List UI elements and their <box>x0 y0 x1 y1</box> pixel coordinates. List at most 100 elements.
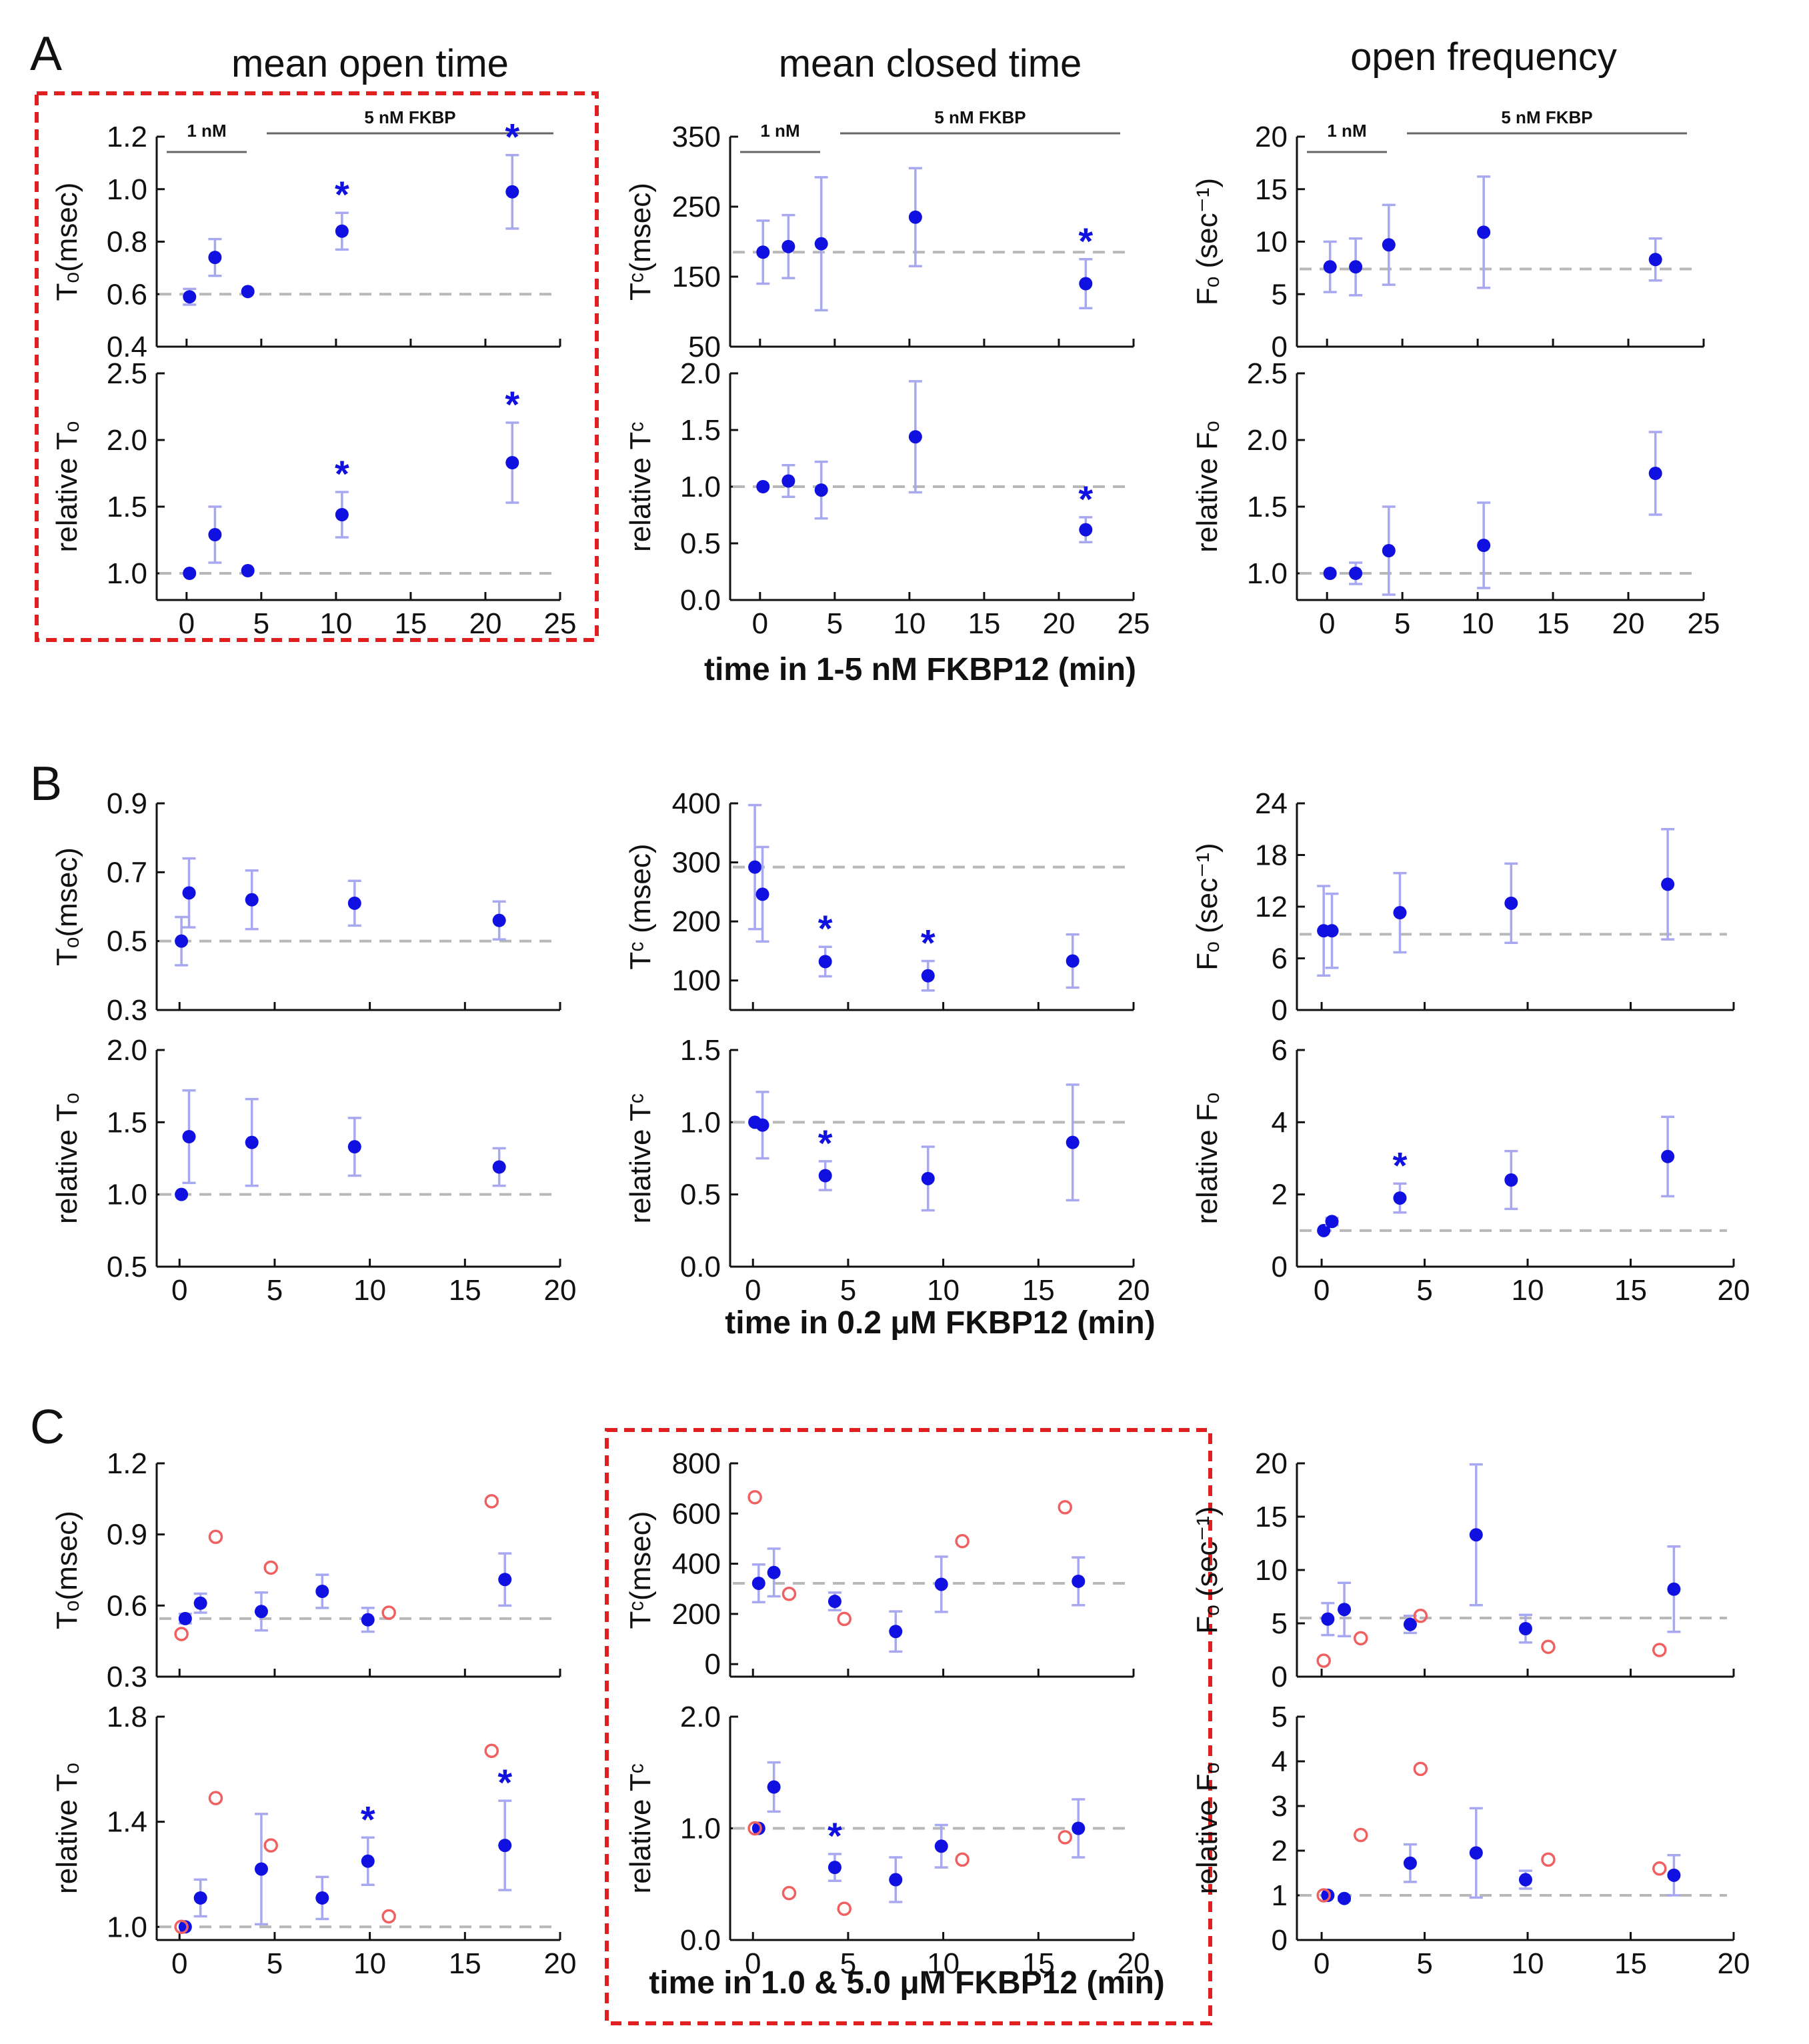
data-point <box>1393 1191 1407 1205</box>
y-tick-label: 0.4 <box>107 331 147 363</box>
xlabel-row-b: time in 0.2 μM FKBP12 (min) <box>725 1305 1155 1341</box>
x-tick-label: 25 <box>1688 607 1720 640</box>
y-tick-label: 1.2 <box>107 1447 147 1480</box>
x-tick-label: 15 <box>1614 1947 1647 1980</box>
x-tick-label: 10 <box>353 1947 386 1980</box>
x-tick-label: 20 <box>544 1274 577 1307</box>
y-tick-label: 400 <box>672 1548 721 1581</box>
significance-star: * <box>1078 220 1093 262</box>
x-tick-label: 0 <box>171 1947 187 1980</box>
open-circle-point <box>1316 1653 1331 1668</box>
data-point <box>498 1573 512 1587</box>
x-tick-label: 15 <box>449 1274 481 1307</box>
data-point <box>1321 1612 1335 1626</box>
x-tick-label: 15 <box>1537 607 1570 640</box>
data-point <box>1661 1149 1675 1163</box>
y-tick-label: 5 <box>1272 1701 1288 1733</box>
x-tick-label: 5 <box>1416 1274 1432 1307</box>
y-axis-label: Tₒ(msec) <box>51 1511 83 1629</box>
plot-c-relto: 1.0 1.4 1.8 0 5 10 15 20 relative Tₒ * * <box>51 1701 576 1980</box>
x-tick-label: 25 <box>544 607 577 640</box>
x-tick-label: 0 <box>1314 1274 1330 1307</box>
x-tick-label: 20 <box>1718 1947 1750 1980</box>
data-point <box>1325 1215 1339 1229</box>
y-tick-label: 0.5 <box>680 1179 721 1211</box>
y-tick-label: 2.0 <box>107 424 147 457</box>
data-point <box>361 1613 375 1627</box>
x-tick-label: 20 <box>1718 1274 1750 1307</box>
x-tick-label: 5 <box>840 1274 856 1307</box>
x-tick-label: 15 <box>968 607 1000 640</box>
y-tick-label: 1.0 <box>680 1813 721 1845</box>
data-point <box>756 480 770 493</box>
x-tick-label: 5 <box>1394 607 1410 640</box>
title-open-frequency: open frequency <box>1350 35 1617 79</box>
data-point <box>908 430 922 444</box>
significance-star: * <box>505 383 519 425</box>
x-tick-label: 10 <box>1512 1947 1544 1980</box>
y-tick-label: 300 <box>672 847 721 879</box>
annotation-label-5nm: 5 nM FKBP <box>364 107 455 127</box>
open-circle-point <box>381 1909 396 1924</box>
plot-a-fo: 0 5 10 15 20 Fₒ (sec⁻¹) <box>1191 121 1705 363</box>
data-point <box>818 955 832 969</box>
y-tick-label: 1.0 <box>107 1179 147 1211</box>
y-axis-label: relative Tᶜ <box>624 1763 657 1894</box>
data-point <box>1403 1856 1417 1870</box>
x-tick-label: 20 <box>469 607 501 640</box>
data-point <box>1504 896 1518 910</box>
fkbp-annotation-col2: 1 nM 5 nM FKBP <box>740 107 1120 153</box>
x-tick-label: 20 <box>1042 607 1075 640</box>
y-tick-label: 1.5 <box>680 414 721 447</box>
data-point <box>1072 1574 1086 1588</box>
y-tick-label: 2.5 <box>107 357 147 390</box>
y-tick-label: 2.0 <box>1247 424 1288 457</box>
y-axis-label: relative Tᶜ <box>624 421 657 552</box>
data-point <box>505 185 519 199</box>
x-tick-label: 5 <box>1416 1947 1432 1980</box>
data-point <box>1393 906 1407 920</box>
y-tick-label: 0.3 <box>107 1661 147 1693</box>
plot-a-relfo: 1.0 1.5 2.0 2.5 0 5 10 15 20 25 relative Fₒ <box>1191 357 1720 640</box>
significance-star: * <box>921 921 936 963</box>
open-circle-point <box>1652 1643 1667 1657</box>
data-point <box>1477 539 1491 552</box>
y-tick-label: 5 <box>1272 278 1288 311</box>
plot-c-relfo: 0 1 2 3 4 5 0 5 10 15 20 relative Fₒ <box>1191 1701 1750 1980</box>
xlabel-row-c: time in 1.0 & 5.0 μM FKBP12 (min) <box>649 1965 1165 2001</box>
open-circle-point <box>1541 1852 1556 1867</box>
data-point <box>254 1862 268 1876</box>
significance-star: * <box>335 173 349 215</box>
data-point <box>755 1118 769 1132</box>
y-tick-label: 150 <box>672 261 721 293</box>
open-circle-point <box>1058 1500 1073 1515</box>
significance-star: * <box>335 453 349 495</box>
data-point <box>1382 238 1396 252</box>
x-tick-label: 0 <box>745 1947 761 1980</box>
y-tick-label: 24 <box>1255 787 1288 820</box>
data-point <box>1667 1868 1681 1882</box>
open-circle-point <box>381 1605 396 1620</box>
plot-a-to: 0.4 0.6 0.8 1.0 1.2 Tₒ(msec) * * <box>51 116 561 363</box>
data-point <box>208 251 222 265</box>
data-point <box>1325 924 1339 938</box>
y-tick-label: 1.4 <box>107 1806 147 1839</box>
open-circle-point <box>781 1587 797 1601</box>
data-point <box>1518 1873 1532 1887</box>
data-point <box>1066 954 1080 968</box>
y-tick-label: 0.0 <box>680 584 721 617</box>
y-tick-label: 5 <box>1272 1607 1288 1640</box>
x-tick-label: 5 <box>840 1947 856 1980</box>
y-tick-label: 4 <box>1272 1106 1288 1139</box>
data-point <box>505 456 519 469</box>
significance-star: * <box>818 907 833 949</box>
y-tick-label: 6 <box>1272 943 1288 975</box>
significance-star: * <box>497 1761 512 1803</box>
y-axis-label: Tₒ(msec) <box>51 183 83 301</box>
plot-c-tc: 0 200 400 600 800 Tᶜ(msec) <box>624 1447 1135 1681</box>
data-point <box>183 567 197 580</box>
y-axis-label: relative Tₒ <box>51 421 83 553</box>
y-tick-label: 0.5 <box>107 1251 147 1283</box>
data-point <box>175 1187 189 1201</box>
plot-b-reltc: 0.0 0.5 1.0 1.5 0 5 10 15 20 relative Tᶜ * <box>624 1034 1150 1307</box>
